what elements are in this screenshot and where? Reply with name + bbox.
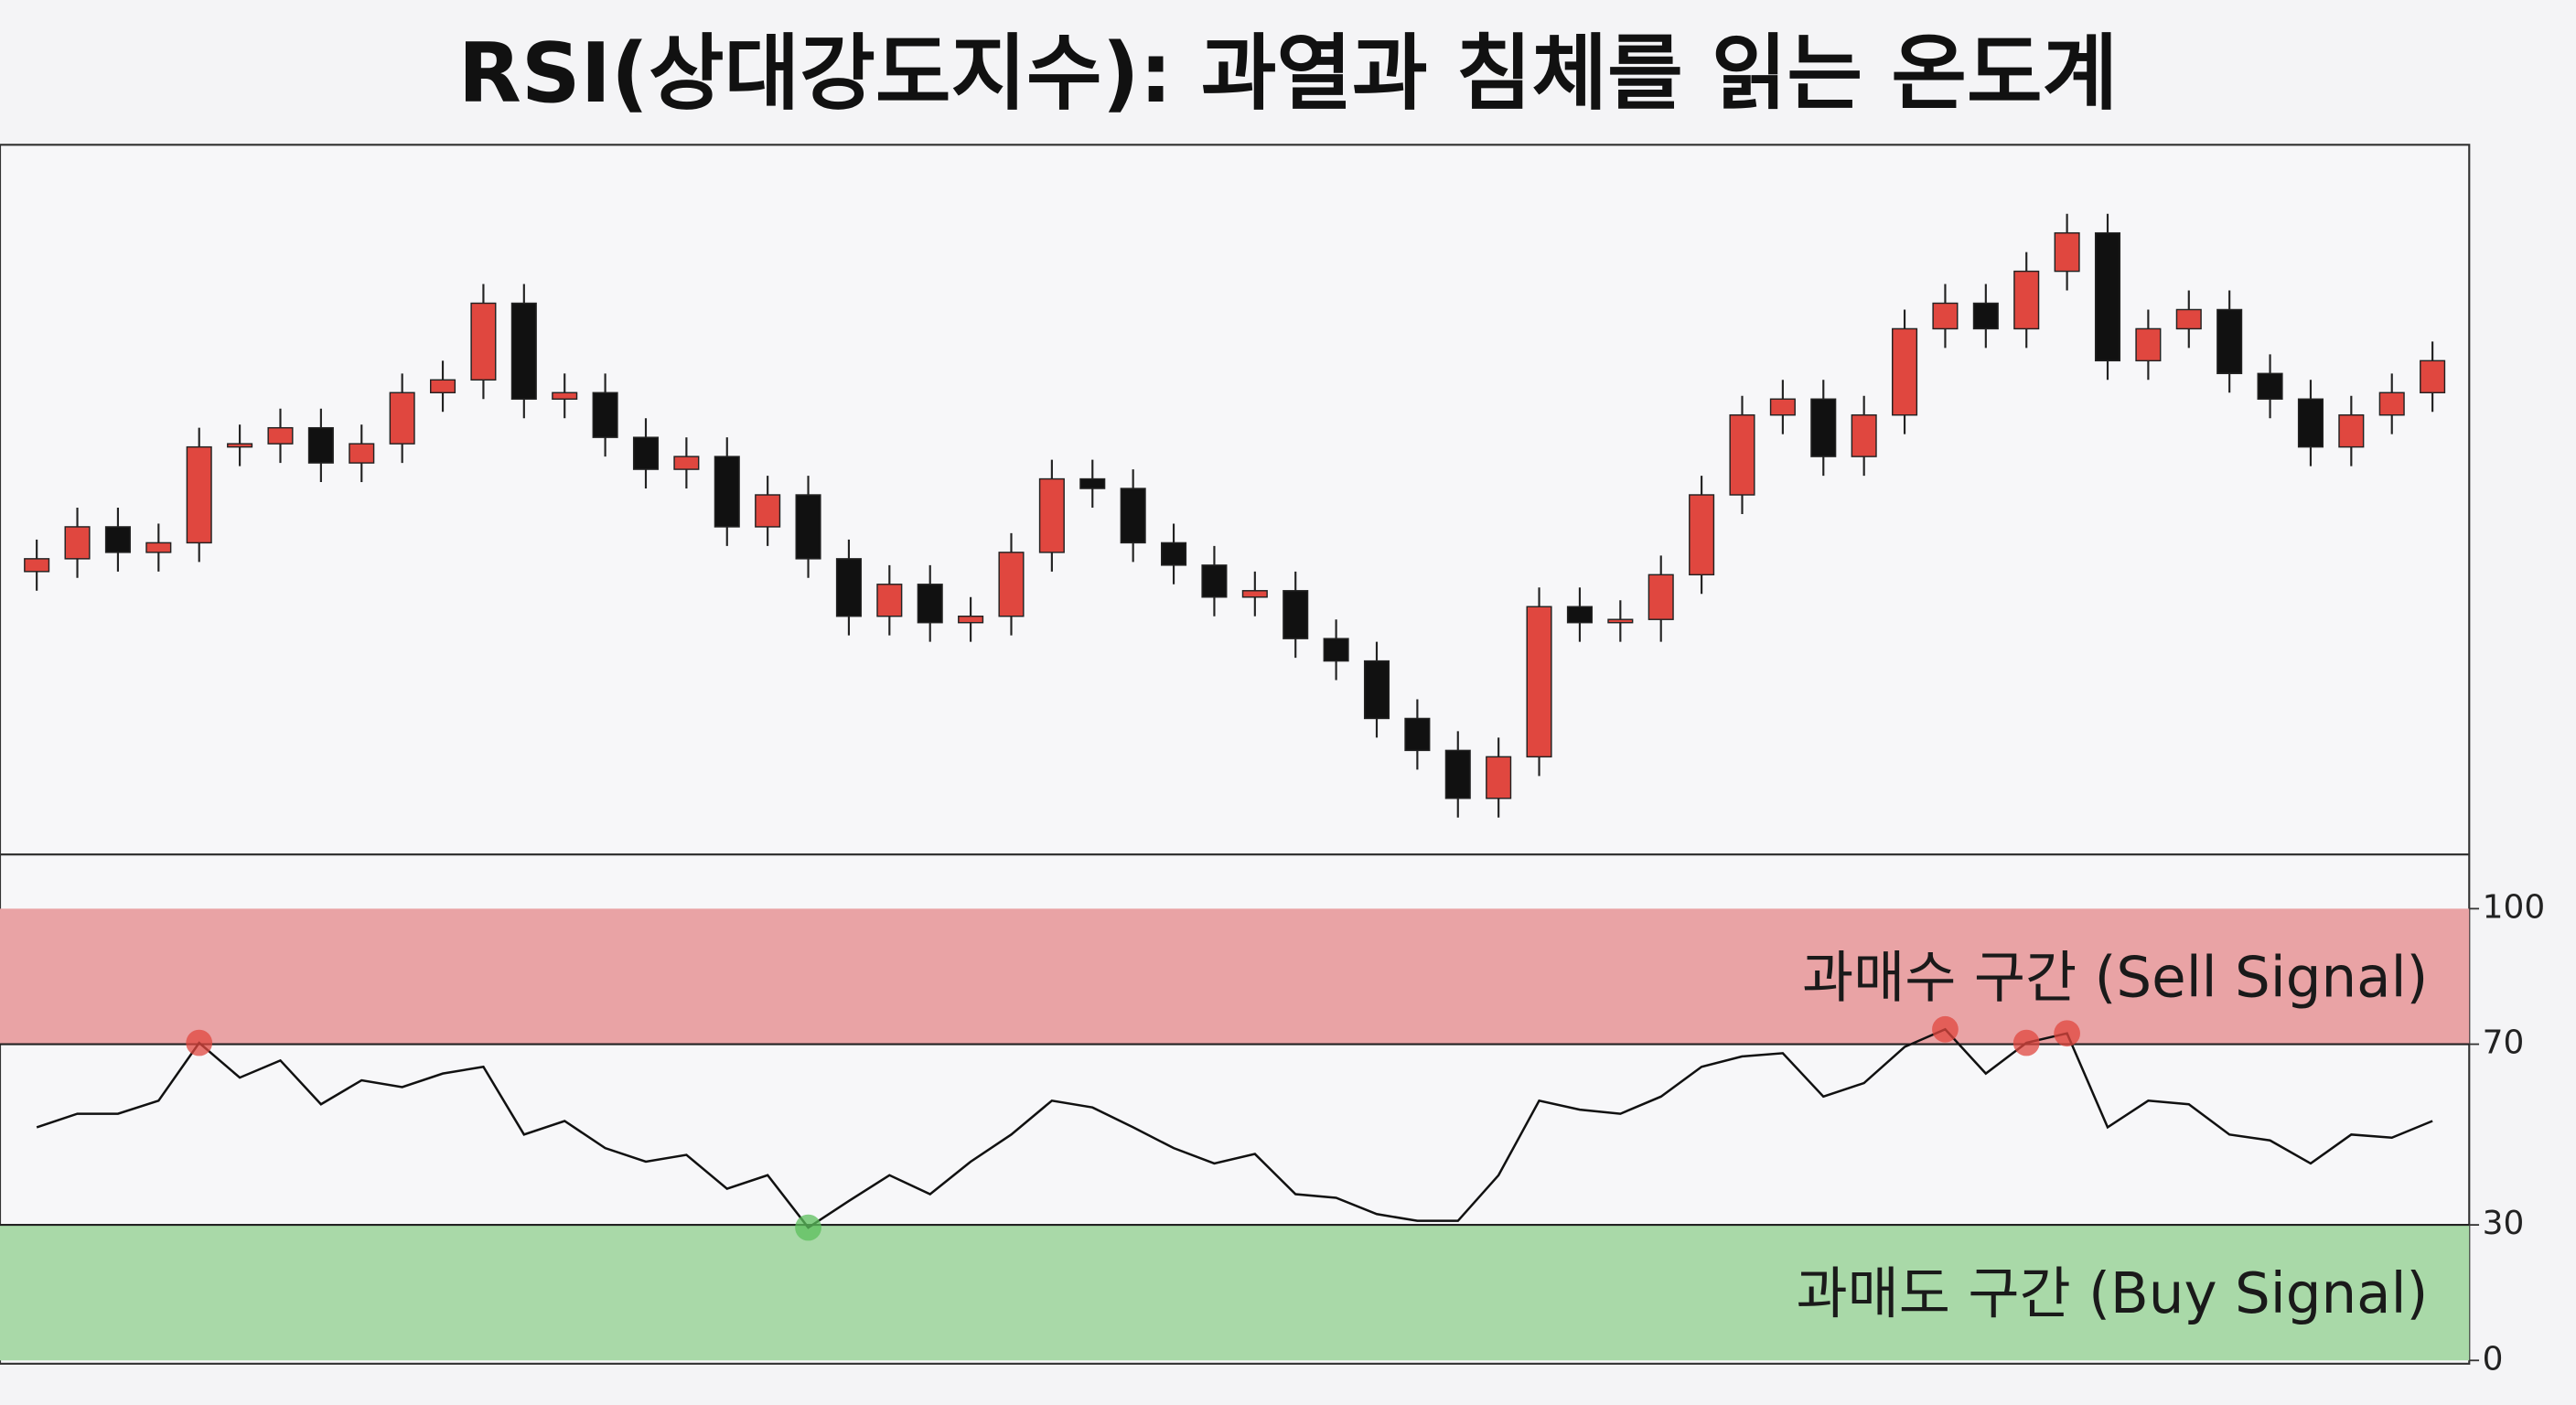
- zone-label: 과매수 구간 (Sell Signal): [1802, 945, 2428, 1010]
- candle-body: [1363, 660, 1390, 720]
- candle-body: [1689, 494, 1715, 576]
- candle-body: [795, 494, 821, 560]
- candle-body: [1851, 413, 1877, 457]
- candle-body: [1932, 302, 1959, 330]
- candle-body: [510, 302, 537, 400]
- candle-body: [145, 542, 172, 553]
- zone-label: 과매도 구간 (Buy Signal): [1796, 1261, 2428, 1326]
- candle-body: [389, 391, 415, 445]
- candle-body: [632, 436, 660, 470]
- plot-frame: [0, 144, 2471, 1365]
- candle-body: [186, 445, 212, 544]
- candle-body: [227, 443, 253, 448]
- candle-body: [267, 426, 294, 445]
- candle-body: [104, 526, 131, 553]
- candle-body: [1892, 327, 1918, 416]
- candle-body: [1283, 590, 1309, 639]
- candle-body: [1769, 398, 1796, 416]
- candle-body: [2216, 308, 2243, 375]
- candle-body: [2175, 308, 2202, 330]
- candle-body: [64, 526, 91, 560]
- candle-body: [998, 552, 1025, 617]
- candle-body: [1810, 398, 1837, 457]
- candle-body: [1972, 302, 1999, 330]
- signal-marker: [2054, 1020, 2080, 1047]
- candle-body: [430, 379, 456, 393]
- candle-body: [1486, 756, 1512, 799]
- candle-body: [1566, 606, 1593, 624]
- candle-body: [2013, 270, 2040, 330]
- candle-body: [1648, 574, 1674, 620]
- y-tick-label: 30: [2483, 1205, 2525, 1242]
- candle-body: [307, 426, 334, 464]
- candle-body: [1323, 638, 1349, 662]
- candle-body: [835, 558, 862, 617]
- signal-marker: [186, 1029, 213, 1056]
- candle-body: [1444, 749, 1471, 799]
- candle-body: [2094, 231, 2121, 362]
- candle-body: [673, 456, 700, 470]
- candle-body: [1038, 477, 1065, 553]
- rsi-zone: [0, 1225, 2470, 1361]
- y-tick-label: 70: [2483, 1024, 2525, 1062]
- candle-body: [876, 584, 903, 617]
- y-tick-label: 100: [2483, 888, 2546, 926]
- candle-body: [1161, 542, 1187, 566]
- candle-body: [2378, 391, 2405, 416]
- candle-body: [1241, 590, 1268, 598]
- candle-body: [470, 302, 497, 381]
- candle-body: [2135, 327, 2162, 362]
- chart-title: RSI(상대강도지수): 과열과 침체를 읽는 온도계: [458, 27, 2118, 122]
- candle-body: [714, 456, 740, 528]
- candle-body: [958, 615, 984, 624]
- candle-body: [592, 391, 618, 438]
- signal-marker: [1932, 1015, 1959, 1043]
- candle-body: [1404, 717, 1431, 752]
- candle-body: [1729, 413, 1755, 496]
- candle-body: [2297, 398, 2324, 448]
- candle-body: [755, 494, 781, 528]
- y-tick-label: 0: [2483, 1340, 2504, 1378]
- candle-body: [1120, 488, 1146, 544]
- candle-body: [552, 391, 578, 400]
- candle-body: [24, 558, 50, 573]
- candle-body: [2338, 413, 2365, 448]
- signal-marker: [795, 1214, 821, 1241]
- candle-body: [2054, 231, 2080, 273]
- rsi-zone: [0, 908, 2470, 1045]
- candle-body: [1526, 606, 1552, 758]
- candle-body: [349, 443, 375, 464]
- candle-body: [1079, 477, 1106, 489]
- candle-body: [1607, 618, 1634, 624]
- candle-body: [2420, 359, 2446, 393]
- candle-body: [1201, 564, 1228, 598]
- candle-body: [917, 584, 943, 624]
- candle-body: [2257, 372, 2283, 400]
- signal-marker: [2012, 1029, 2040, 1056]
